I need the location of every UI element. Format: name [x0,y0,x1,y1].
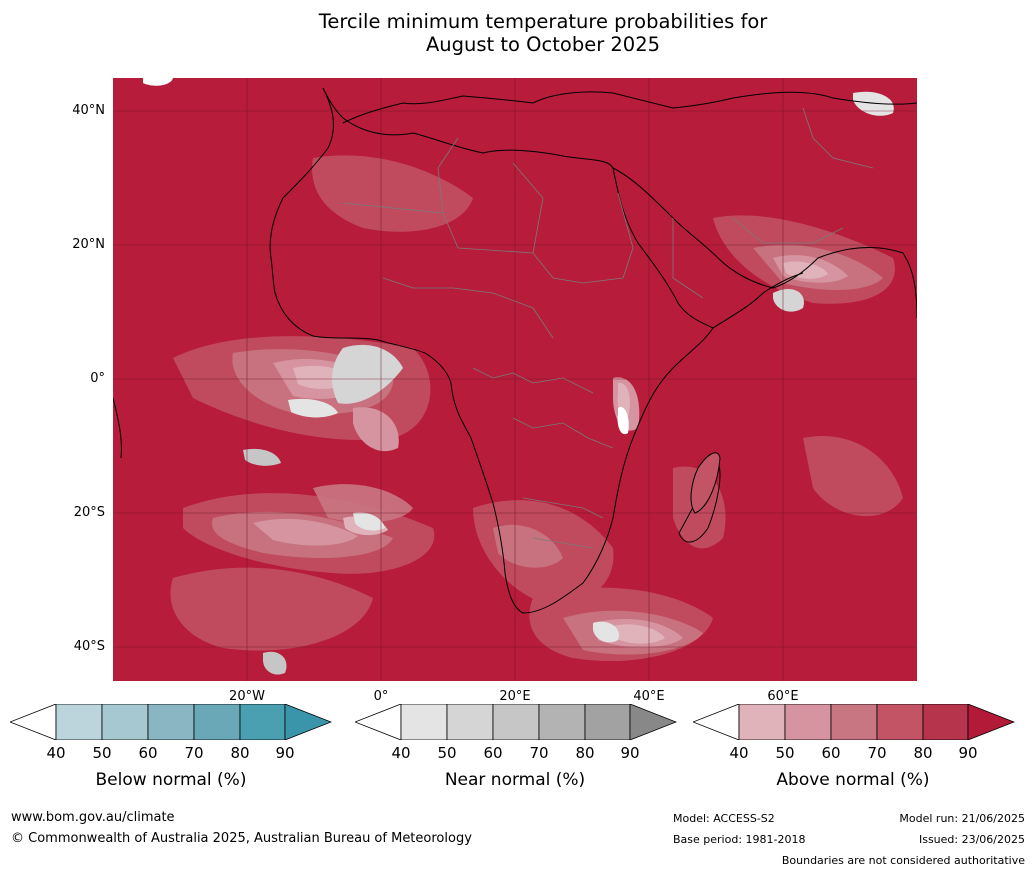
coastlines [113,87,917,614]
below-normal-title: Below normal (%) [95,770,247,790]
above-normal-title: Above normal (%) [776,770,930,790]
lat-label-20s: 20°S [73,505,105,520]
above-tick-80: 80 [913,744,933,762]
below-tick-60: 60 [138,744,158,762]
lat-label-0: 0° [90,371,105,386]
lat-label-40n: 40°N [72,103,105,118]
model-run: Model run: 21/06/2025 [899,812,1025,825]
below-tick-90: 90 [275,744,295,762]
colorbar-above-normal [691,703,1016,744]
below-tick-80: 80 [230,744,250,762]
below-tick-70: 70 [184,744,204,762]
lon-label-20e: 20°E [499,689,531,704]
above-tick-60: 60 [821,744,841,762]
below-tick-50: 50 [92,744,112,762]
colorbar-near-normal [353,703,678,744]
colorbar-near-normal-svg [353,703,678,741]
lon-label-60e: 60°E [767,689,799,704]
title-line-1: Tercile minimum temperature probabilitie… [318,10,768,33]
below-tick-40: 40 [46,744,66,762]
probability-map [113,78,917,681]
lon-label-40e: 40°E [633,689,665,704]
near-tick-90: 90 [620,744,640,762]
boundaries-disclaimer: Boundaries are not considered authoritat… [781,854,1025,867]
model-name: Model: ACCESS-S2 [673,812,775,825]
issued-date: Issued: 23/06/2025 [918,833,1025,846]
near-tick-50: 50 [437,744,457,762]
lat-label-20n: 20°N [72,237,105,252]
colorbar-above-normal-svg [691,703,1016,741]
above-tick-70: 70 [867,744,887,762]
graticule [113,78,917,681]
above-tick-90: 90 [958,744,978,762]
base-period: Base period: 1981-2018 [673,833,806,846]
near-tick-70: 70 [529,744,549,762]
above-tick-50: 50 [775,744,795,762]
near-tick-80: 80 [575,744,595,762]
madagascar [690,452,721,514]
colorbar-below-normal-svg [8,703,333,741]
map-title: Tercile minimum temperature probabilitie… [0,10,1035,56]
above-tick-40: 40 [729,744,749,762]
website-link[interactable]: www.bom.gov.au/climate [11,810,175,825]
copyright-text: © Commonwealth of Australia 2025, Austra… [11,831,472,846]
lon-label-20w: 20°W [229,689,265,704]
near-tick-60: 60 [483,744,503,762]
near-normal-regions [143,78,894,675]
title-line-2: August to October 2025 [425,33,661,56]
near-tick-40: 40 [391,744,411,762]
map-svg [113,78,917,681]
near-normal-title: Near normal (%) [444,770,586,790]
lon-label-0: 0° [373,689,389,704]
colorbar-below-normal [8,703,333,744]
lat-label-40s: 40°S [73,639,105,654]
country-borders [342,107,874,549]
